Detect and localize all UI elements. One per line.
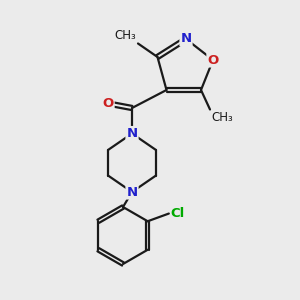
Text: Cl: Cl (170, 207, 184, 220)
Text: N: N (126, 185, 138, 199)
Text: CH₃: CH₃ (115, 29, 136, 42)
Text: O: O (102, 97, 114, 110)
Text: N: N (126, 127, 138, 140)
Text: N: N (180, 32, 192, 46)
Text: CH₃: CH₃ (212, 111, 233, 124)
Text: O: O (207, 53, 219, 67)
